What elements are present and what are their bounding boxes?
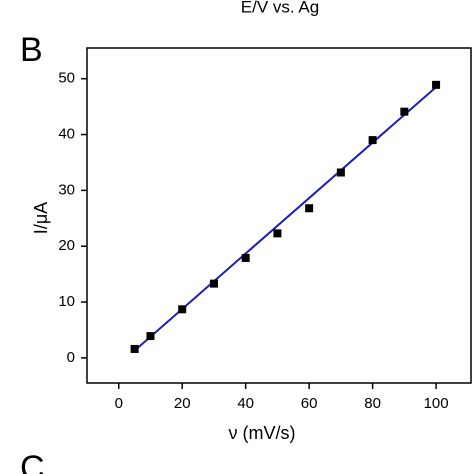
data-point (241, 253, 250, 262)
y-tick-label: 0 (67, 349, 75, 366)
y-tick-label: 20 (58, 237, 75, 254)
y-axis-label: I/μA (31, 202, 51, 234)
data-point (336, 168, 345, 177)
data-point (432, 80, 441, 89)
data-point (209, 279, 218, 288)
y-tick-label: 50 (58, 70, 75, 87)
y-tick-label: 10 (58, 293, 75, 310)
top-caption: E/V vs. Ag (241, 0, 319, 16)
data-point (178, 305, 187, 314)
data-point (130, 344, 139, 353)
x-tick-label: 100 (424, 395, 449, 412)
panel-label: B (20, 31, 43, 69)
x-axis-label: ν (mV/s) (229, 423, 296, 443)
panel-label: C (20, 449, 45, 474)
x-tick-label: 20 (174, 395, 191, 412)
x-tick-label: 0 (115, 395, 123, 412)
data-point (305, 204, 314, 213)
data-point (273, 229, 282, 238)
y-tick-label: 30 (58, 181, 75, 198)
data-point (368, 136, 377, 145)
y-tick-label: 40 (58, 126, 75, 143)
data-point (146, 332, 155, 341)
x-tick-label: 80 (364, 395, 381, 412)
plot-frame (86, 47, 472, 384)
x-tick-label: 60 (301, 395, 318, 412)
data-point (400, 107, 409, 116)
x-tick-label: 40 (237, 395, 254, 412)
